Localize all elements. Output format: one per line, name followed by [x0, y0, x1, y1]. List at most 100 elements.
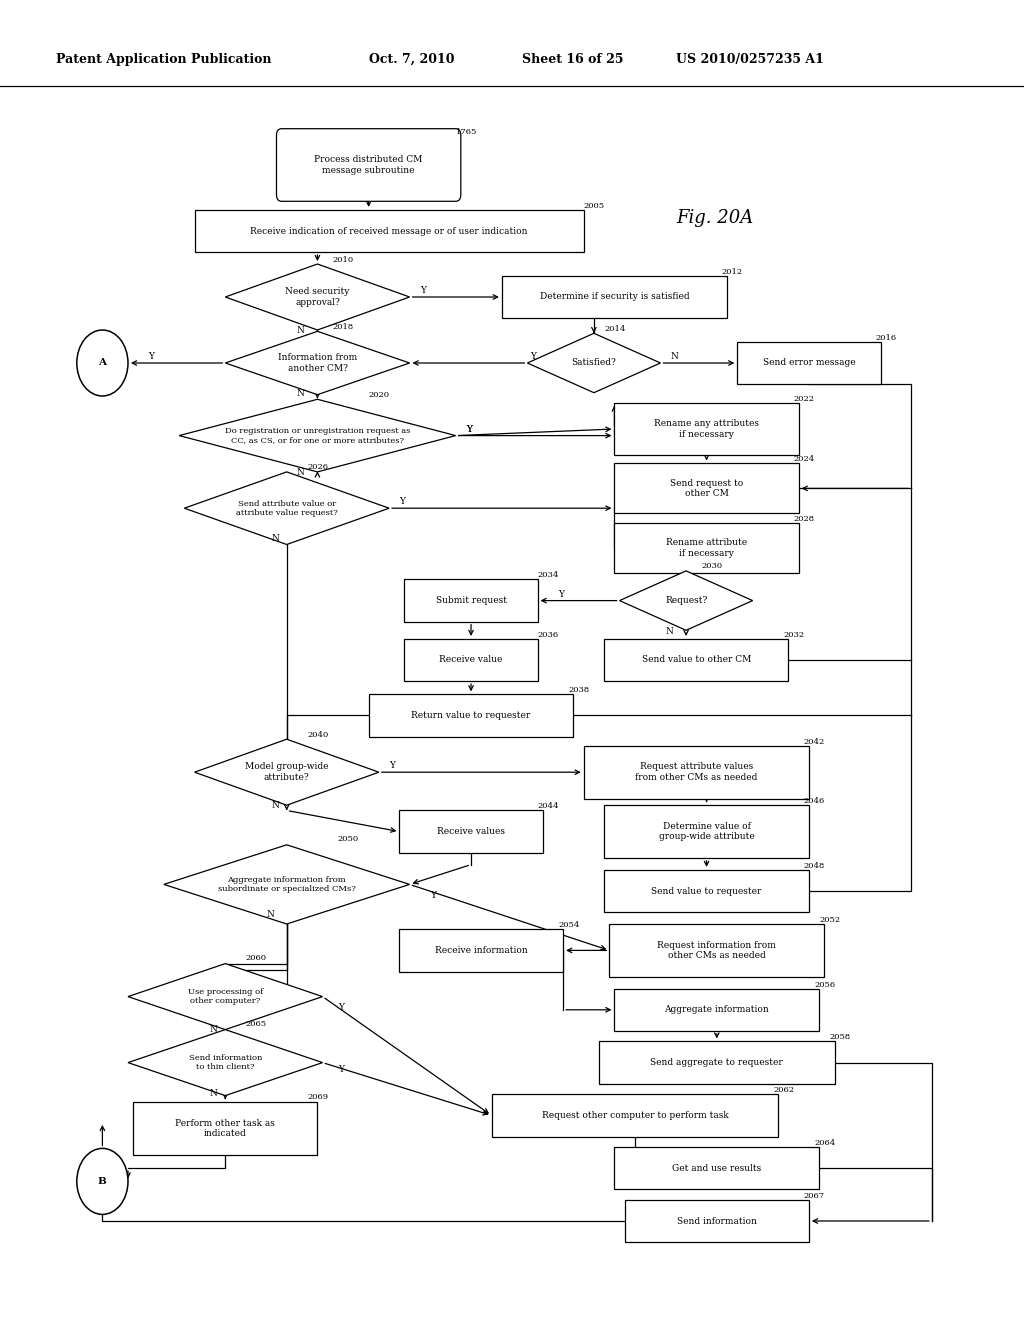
Bar: [614, 403, 799, 455]
Bar: [604, 870, 809, 912]
Text: 2044: 2044: [538, 803, 559, 810]
Text: N: N: [666, 627, 674, 636]
Text: N: N: [297, 469, 305, 478]
Text: 1765: 1765: [456, 128, 477, 136]
Bar: [614, 1147, 819, 1189]
Text: Y: Y: [466, 425, 472, 434]
Text: Receive values: Receive values: [437, 828, 505, 836]
Text: 2022: 2022: [794, 395, 815, 403]
Text: Aggregate information from
subordinate or specialized CMs?: Aggregate information from subordinate o…: [218, 875, 355, 894]
Text: Y: Y: [399, 498, 406, 507]
Bar: [404, 579, 538, 622]
Text: 2052: 2052: [819, 916, 841, 924]
Bar: [195, 210, 584, 252]
Text: Satisfied?: Satisfied?: [571, 359, 616, 367]
Text: Information from
another CM?: Information from another CM?: [278, 354, 357, 372]
Text: 2018: 2018: [333, 323, 354, 331]
Bar: [737, 342, 881, 384]
Text: 2038: 2038: [568, 686, 590, 694]
Text: 2036: 2036: [538, 631, 559, 639]
Text: N: N: [266, 911, 274, 920]
Polygon shape: [195, 739, 379, 805]
Text: Request?: Request?: [665, 597, 708, 605]
Bar: [614, 463, 799, 513]
Text: Y: Y: [558, 590, 564, 599]
Text: 2058: 2058: [829, 1034, 851, 1041]
Polygon shape: [620, 570, 753, 630]
Text: Use processing of
other computer?: Use processing of other computer?: [187, 987, 263, 1006]
Text: Y: Y: [430, 891, 436, 900]
Polygon shape: [225, 264, 410, 330]
Text: Send information: Send information: [677, 1217, 757, 1225]
Bar: [614, 523, 799, 573]
Text: Model group-wide
attribute?: Model group-wide attribute?: [245, 763, 329, 781]
Bar: [399, 929, 563, 972]
Text: 2048: 2048: [804, 862, 825, 870]
Text: 2069: 2069: [307, 1093, 329, 1101]
Polygon shape: [184, 471, 389, 544]
Text: Process distributed CM
message subroutine: Process distributed CM message subroutin…: [314, 156, 423, 174]
Text: Send value to requester: Send value to requester: [651, 887, 762, 895]
Bar: [133, 1102, 317, 1155]
Text: Send error message: Send error message: [763, 359, 855, 367]
Text: Send aggregate to requester: Send aggregate to requester: [650, 1059, 783, 1067]
Text: 2016: 2016: [876, 334, 897, 342]
Text: Y: Y: [530, 352, 537, 362]
Text: N: N: [671, 352, 679, 362]
Text: Y: Y: [420, 286, 426, 296]
Text: 2046: 2046: [804, 797, 825, 805]
Text: N: N: [297, 389, 305, 399]
Polygon shape: [164, 845, 410, 924]
Text: Y: Y: [338, 1003, 344, 1012]
Bar: [599, 1041, 835, 1084]
Text: 2020: 2020: [369, 391, 390, 399]
Polygon shape: [527, 333, 660, 393]
Text: Need security
approval?: Need security approval?: [286, 288, 349, 306]
Text: Send attribute value or
attribute value request?: Send attribute value or attribute value …: [236, 499, 338, 517]
Text: 2026: 2026: [307, 463, 329, 471]
Text: Sheet 16 of 25: Sheet 16 of 25: [522, 53, 624, 66]
Text: US 2010/0257235 A1: US 2010/0257235 A1: [676, 53, 823, 66]
Text: 2067: 2067: [804, 1192, 825, 1200]
Text: N: N: [271, 801, 280, 810]
Text: Send request to
other CM: Send request to other CM: [670, 479, 743, 498]
Text: Rename attribute
if necessary: Rename attribute if necessary: [666, 539, 748, 557]
Polygon shape: [128, 1030, 323, 1096]
Text: 2005: 2005: [584, 202, 605, 210]
Text: 2042: 2042: [804, 738, 825, 746]
Polygon shape: [128, 964, 323, 1030]
Text: 2054: 2054: [558, 921, 580, 929]
Text: 2062: 2062: [773, 1086, 795, 1094]
Text: 2056: 2056: [814, 981, 836, 989]
Text: Oct. 7, 2010: Oct. 7, 2010: [369, 53, 454, 66]
Text: Submit request: Submit request: [435, 597, 507, 605]
Text: Y: Y: [389, 762, 395, 771]
Text: A: A: [98, 359, 106, 367]
Text: Fig. 20A: Fig. 20A: [676, 209, 753, 227]
Bar: [404, 639, 538, 681]
Text: N: N: [297, 326, 305, 335]
Bar: [369, 694, 573, 737]
Text: Rename any attributes
if necessary: Rename any attributes if necessary: [654, 420, 759, 438]
Text: Send value to other CM: Send value to other CM: [642, 656, 751, 664]
Text: Send information
to thin client?: Send information to thin client?: [188, 1053, 262, 1072]
Text: N: N: [271, 535, 280, 544]
Text: Determine if security is satisfied: Determine if security is satisfied: [540, 293, 689, 301]
Text: Request other computer to perform task: Request other computer to perform task: [542, 1111, 728, 1119]
Circle shape: [77, 330, 128, 396]
Text: Request information from
other CMs as needed: Request information from other CMs as ne…: [657, 941, 776, 960]
Text: 2034: 2034: [538, 572, 559, 579]
Polygon shape: [179, 399, 456, 471]
Bar: [614, 989, 819, 1031]
Text: 2024: 2024: [794, 455, 815, 463]
Text: N: N: [210, 1089, 218, 1098]
Bar: [604, 805, 809, 858]
Bar: [625, 1200, 809, 1242]
Text: Return value to requester: Return value to requester: [412, 711, 530, 719]
Text: 2060: 2060: [246, 954, 267, 962]
Text: 2014: 2014: [604, 325, 626, 333]
Text: Perform other task as
indicated: Perform other task as indicated: [175, 1119, 275, 1138]
Text: 2032: 2032: [783, 631, 805, 639]
Text: Receive value: Receive value: [439, 656, 503, 664]
Text: Y: Y: [148, 352, 155, 362]
